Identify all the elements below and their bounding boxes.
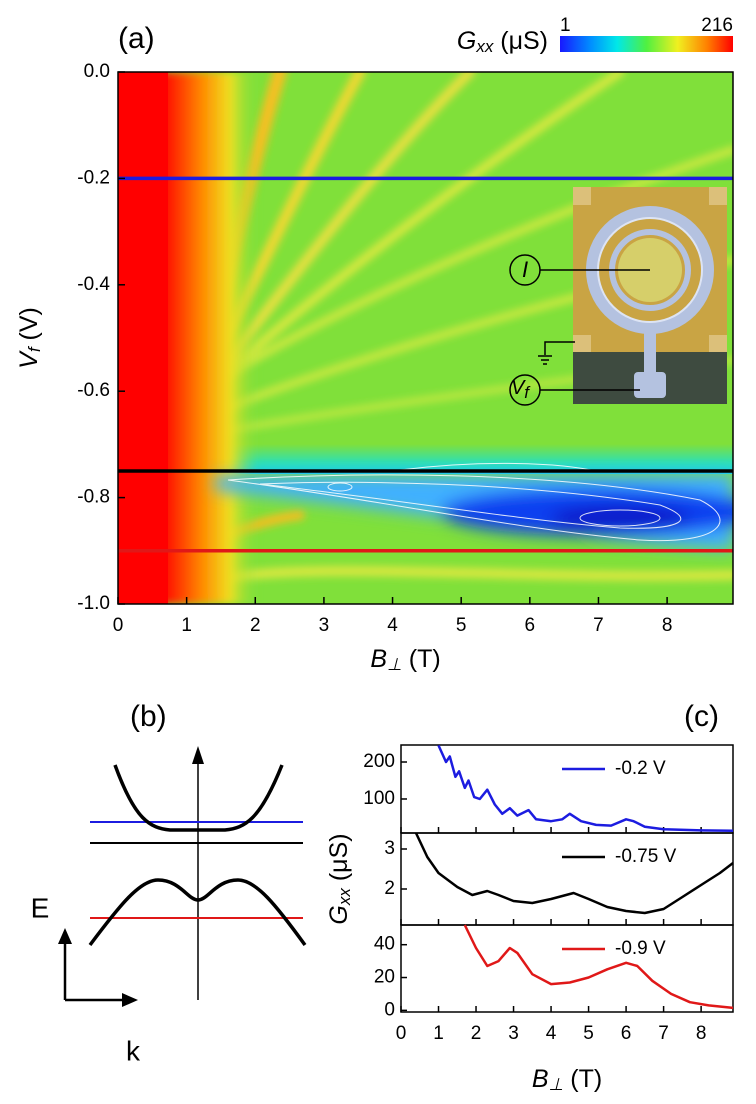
band-diagram: [58, 746, 307, 1007]
x-tick-label: 1: [433, 1023, 444, 1044]
x-tick-label: 5: [583, 1023, 594, 1044]
momentum-label: k: [126, 1035, 141, 1066]
y-tick-label: 0.0: [84, 61, 110, 82]
plot-frame: [400, 924, 734, 1013]
label-main: B: [532, 1065, 549, 1093]
x-tick-label: 6: [525, 615, 536, 636]
y-tick-label: -0.4: [77, 274, 110, 295]
x-tick-label: 3: [508, 1023, 519, 1044]
label-rest: (T): [563, 1065, 602, 1093]
y-tick-label: 200: [363, 751, 395, 772]
y-axis-label: Gxx (μS): [325, 833, 355, 924]
series-line: [463, 924, 734, 1010]
y-tick-label: -0.2: [77, 167, 110, 188]
label-sub: f: [25, 345, 44, 352]
device-inset: [509, 187, 727, 406]
panel-label: (a): [118, 22, 155, 55]
plot-frame: [117, 71, 734, 605]
colorbar: [560, 36, 733, 52]
y-tick-label: -0.6: [77, 380, 110, 401]
label-rest: (T): [402, 645, 441, 673]
y-tick-label: 100: [363, 788, 395, 809]
legend-label: -0.9 V: [615, 938, 666, 959]
label-main: B: [370, 645, 387, 673]
x-tick-label: 0: [396, 1023, 407, 1044]
colorbar-tick-label: 216: [701, 15, 733, 36]
x-tick-label: 5: [456, 615, 467, 636]
label-rest: (V): [15, 307, 43, 347]
label-main: V: [15, 350, 43, 369]
x-tick-label: 2: [250, 615, 261, 636]
y-tick-label: 3: [384, 838, 395, 859]
colorbar-label: Gxx (μS): [457, 27, 548, 57]
colorbar-tick-label: 1: [560, 15, 571, 36]
series-line: [414, 832, 734, 915]
inset-label-gate: Vf: [511, 377, 531, 402]
x-axis-label: B⊥ (T): [370, 645, 440, 675]
x-tick-label: 8: [696, 1023, 707, 1044]
y-tick-label: -1.0: [77, 593, 110, 614]
x-tick-label: 7: [593, 615, 604, 636]
plot-frame: [400, 832, 734, 926]
y-tick-label: -0.8: [77, 487, 110, 508]
label-sub: xx: [335, 888, 354, 907]
x-tick-label: 6: [621, 1023, 632, 1044]
label-rest: (μS): [325, 833, 353, 888]
x-tick-label: 0: [113, 615, 124, 636]
panel-label: (c): [684, 700, 719, 733]
heatmap-image: [118, 72, 733, 604]
y-tick-label: 2: [384, 878, 395, 899]
label-sub: ⊥: [549, 1075, 564, 1094]
panel-label: (b): [130, 700, 167, 733]
label-sub: f: [524, 383, 531, 402]
y-tick-label: 40: [374, 934, 395, 955]
x-tick-label: 3: [319, 615, 330, 636]
label-main: G: [325, 905, 353, 924]
x-tick-label: 4: [387, 615, 398, 636]
x-axis-label: B⊥ (T): [532, 1065, 602, 1095]
label-sub: xx: [475, 37, 494, 56]
x-tick-label: 8: [662, 615, 673, 636]
legend-label: -0.75 V: [615, 846, 677, 867]
energy-label: E: [31, 892, 50, 923]
x-tick-label: 7: [658, 1023, 669, 1044]
inset-label-current: I: [522, 257, 528, 282]
y-tick-label: 20: [374, 967, 395, 988]
label-sub: ⊥: [387, 655, 402, 674]
series-line: [437, 744, 734, 833]
x-tick-label: 2: [471, 1023, 482, 1044]
y-tick-label: 0: [384, 999, 395, 1020]
x-tick-label: 4: [546, 1023, 557, 1044]
label-main: V: [511, 377, 526, 399]
y-axis-label: Vf (V): [15, 307, 45, 369]
legend-label: -0.2 V: [615, 758, 666, 779]
label-main: G: [457, 27, 476, 55]
x-tick-label: 1: [181, 615, 192, 636]
label-rest: (μS): [493, 27, 548, 55]
